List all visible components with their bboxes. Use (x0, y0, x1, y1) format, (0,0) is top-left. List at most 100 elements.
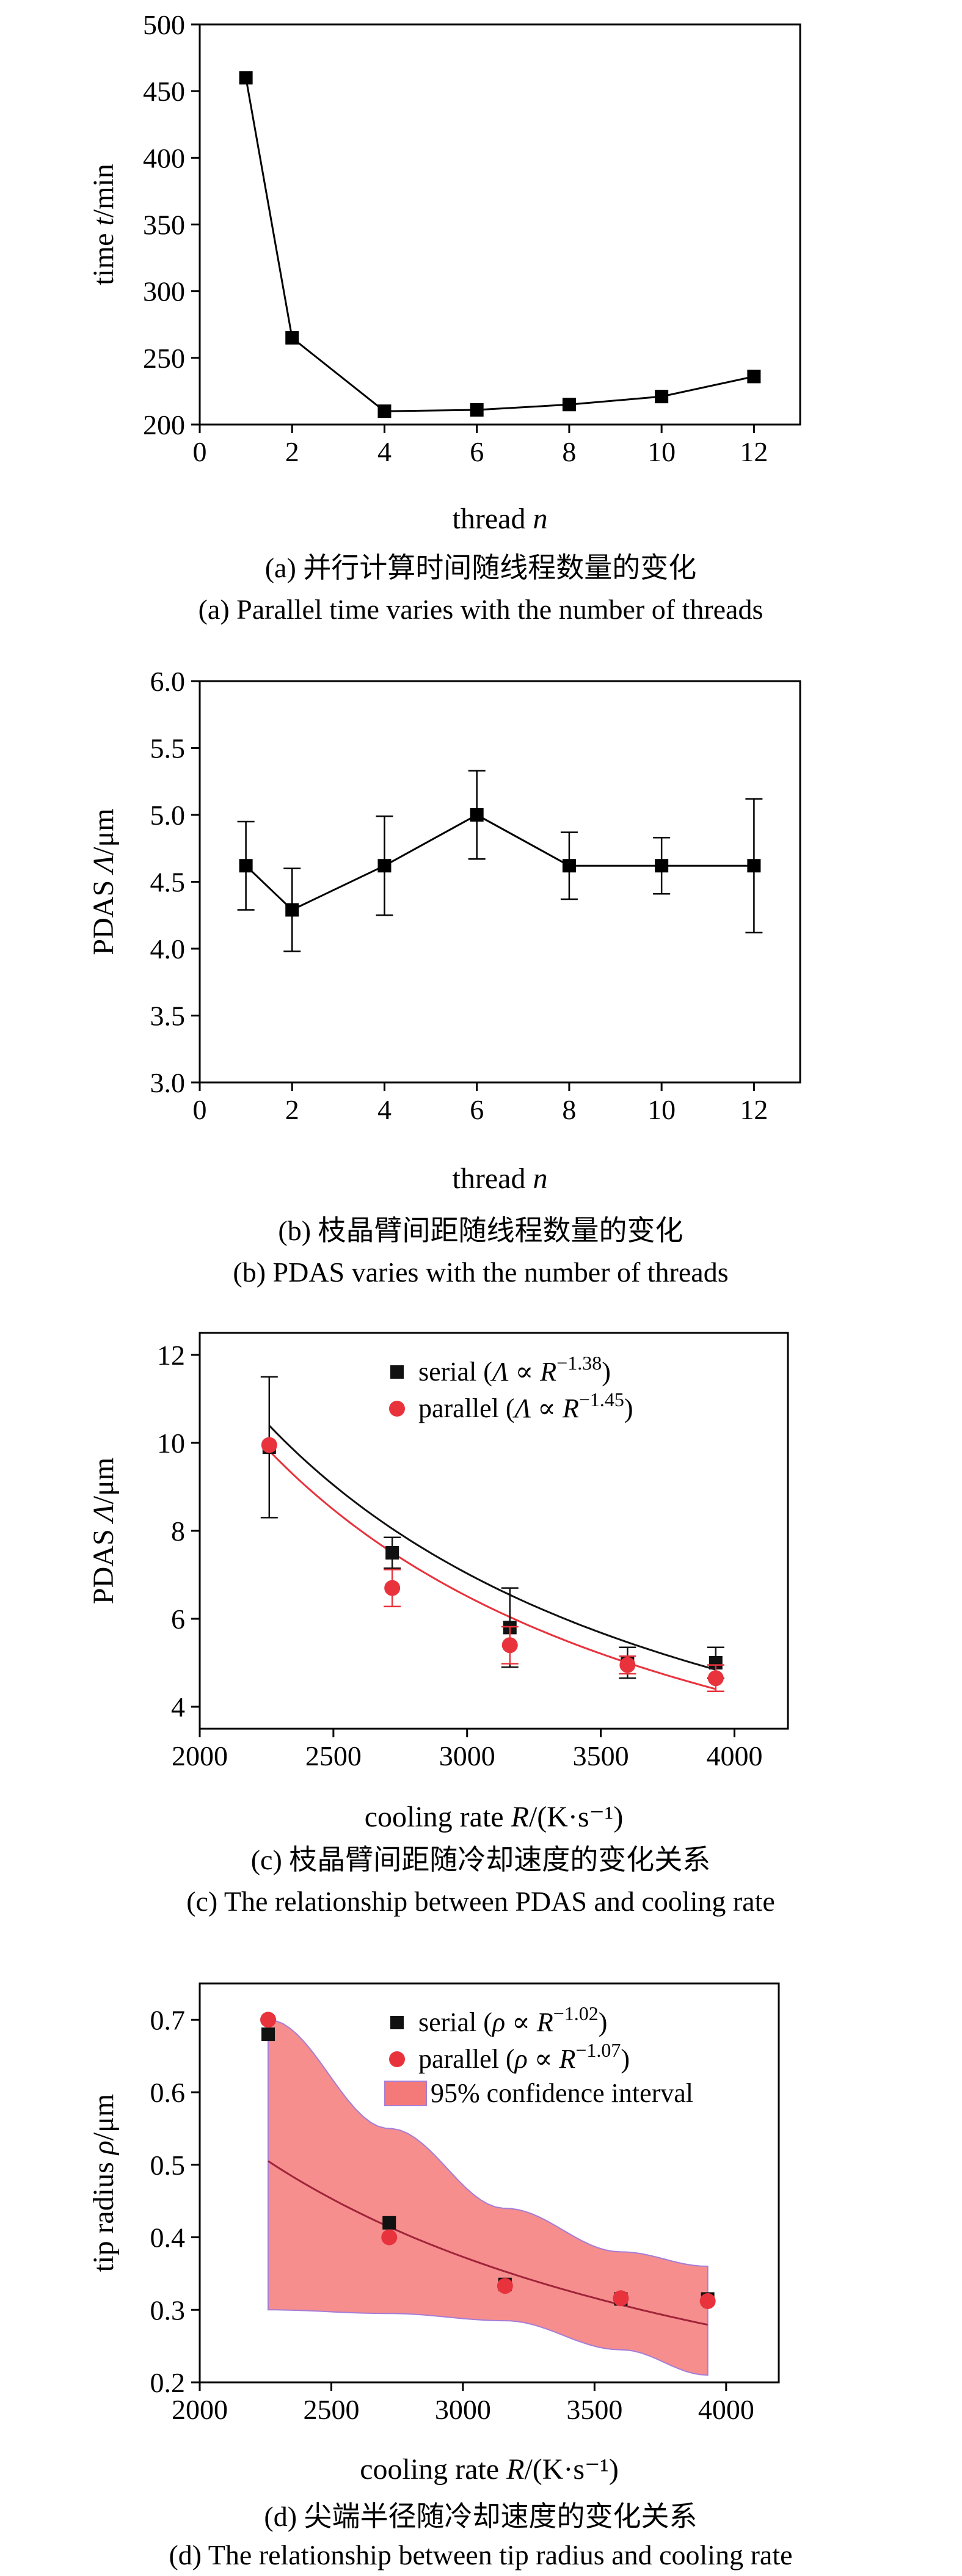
data-point-serial (382, 2216, 396, 2230)
y-tick-label: 10 (157, 1428, 185, 1459)
y-tick-label: 4.5 (150, 867, 186, 898)
caption-en: (c) The relationship between PDAS and co… (186, 1886, 775, 1917)
x-tick-label: 12 (740, 436, 768, 467)
data-point-parallel (384, 1580, 401, 1596)
data-point-series-0 (285, 903, 299, 917)
x-tick-label: 0 (193, 1094, 207, 1125)
y-tick-label: 5.5 (150, 733, 186, 764)
plot-frame (199, 1982, 780, 2384)
y-tick-label: 0.5 (150, 2150, 186, 2181)
data-point-series-0 (285, 331, 299, 345)
y-tick-label: 500 (143, 9, 185, 40)
y-tick-label: 6.0 (150, 666, 186, 697)
fit-curve-parallel (268, 2160, 709, 2326)
x-tick-label: 2000 (172, 1740, 228, 1771)
y-tick-label: 200 (143, 409, 185, 440)
legend-label: serial (ρ ∝ R−1.02) (418, 2002, 607, 2037)
y-axis-label: time t/min (87, 164, 120, 285)
fit-curve-parallel (268, 1450, 716, 1690)
data-point-serial (709, 1656, 723, 1669)
x-tick-label: 4000 (706, 1740, 762, 1771)
x-axis-label: thread n (453, 503, 548, 535)
legend-label: parallel (Λ ∝ R−1.45) (418, 1388, 633, 1423)
y-tick-label: 0.4 (150, 2222, 186, 2253)
y-tick-label: 4.0 (150, 933, 186, 965)
y-tick-label: 0.3 (150, 2294, 186, 2326)
x-tick-label: 2 (285, 1094, 299, 1125)
plot-frame (199, 680, 801, 1084)
legend-label: parallel (ρ ∝ R−1.07) (418, 2039, 630, 2074)
plot-frame (199, 1332, 789, 1730)
y-tick-label: 0.2 (150, 2367, 186, 2398)
x-tick-label: 2000 (172, 2394, 228, 2425)
data-point-series-0 (655, 390, 669, 404)
x-tick-label: 2 (285, 436, 299, 467)
caption-cn: (a) 并行计算时间随线程数量的变化 (265, 552, 697, 583)
data-point-series-0 (470, 808, 484, 822)
y-axis-label: PDAS Λ/μm (87, 1458, 120, 1604)
x-tick-label: 0 (193, 436, 207, 467)
y-tick-label: 5.0 (150, 800, 186, 831)
caption-cn: (d) 尖端半径随冷却速度的变化关系 (264, 2501, 697, 2532)
y-tick-label: 0.6 (150, 2077, 186, 2108)
caption-en: (b) PDAS varies with the number of threa… (233, 1257, 728, 1288)
y-tick-label: 350 (143, 210, 185, 241)
y-tick-label: 0.7 (150, 2004, 186, 2035)
legend-marker (390, 2016, 404, 2029)
caption-en: (d) The relationship between tip radius … (169, 2539, 792, 2571)
data-point-serial (261, 2027, 275, 2041)
data-point-series-0 (747, 370, 761, 384)
x-tick-label: 10 (647, 436, 676, 467)
y-axis-label: PDAS Λ/μm (87, 808, 120, 955)
legend-label: 95% confidence interval (431, 2078, 693, 2108)
legend-entry-serial: serial (Λ ∝ R−1.38) (390, 1352, 611, 1387)
y-axis-label: tip radius ρ/μm (87, 2094, 120, 2272)
y-tick-label: 450 (143, 76, 185, 107)
y-tick-label: 3.0 (150, 1067, 186, 1098)
data-point-parallel (613, 2290, 629, 2307)
data-point-parallel (497, 2278, 513, 2294)
y-tick-label: 300 (143, 276, 185, 307)
caption-en: (a) Parallel time varies with the number… (199, 594, 763, 625)
data-point-series-0 (470, 403, 484, 417)
x-tick-label: 8 (562, 436, 576, 467)
x-tick-label: 12 (740, 1094, 768, 1125)
legend-entry-parallel: parallel (ρ ∝ R−1.07) (389, 2039, 630, 2074)
data-point-parallel (707, 1670, 724, 1687)
x-tick-label: 3000 (439, 1740, 495, 1771)
data-point-series-0 (747, 859, 761, 873)
series-line (245, 814, 754, 911)
x-tick-label: 4000 (698, 2394, 754, 2425)
x-axis-label: cooling rate R/(K·s⁻¹) (360, 2453, 619, 2486)
legend-entry-serial: serial (ρ ∝ R−1.02) (390, 2002, 607, 2037)
x-tick-label: 4 (377, 1094, 392, 1125)
legend-label: serial (Λ ∝ R−1.38) (418, 1352, 611, 1387)
fit-curve-serial (268, 1425, 716, 1671)
legend-marker (389, 1401, 405, 1417)
legend-band-swatch (384, 2081, 427, 2106)
x-axis-label: thread n (453, 1162, 548, 1195)
data-point-series-0 (377, 404, 392, 418)
caption-cn: (b) 枝晶臂间距随线程数量的变化 (278, 1215, 683, 1246)
chart-2: 2000 2500 3000 3500 4000 4 6 8 10 12 cooling rate … (87, 1332, 789, 1917)
chart-3: 2000 2500 3000 3500 4000 0.2 0.3 0.4 0.5 0.6 0.7 co… (87, 1982, 793, 2571)
y-tick-label: 3.5 (150, 1001, 186, 1032)
chart-1: 0 2 4 6 8 10 12 3.0 3.5 4.0 4.5 5.0 5.5 6.0 thread n PD… (87, 666, 801, 1288)
x-tick-label: 3500 (573, 1740, 629, 1771)
series-line (245, 78, 754, 412)
legend-marker (389, 2051, 405, 2067)
x-tick-label: 2500 (305, 1740, 362, 1771)
legend-marker (390, 1365, 404, 1379)
legend-entry-parallel: parallel (Λ ∝ R−1.45) (389, 1388, 633, 1423)
legend-entry-band: 95% confidence interval (384, 2078, 693, 2108)
data-point-parallel (699, 2293, 716, 2310)
data-point-parallel (501, 1637, 518, 1654)
y-tick-label: 400 (143, 142, 185, 173)
data-point-parallel (260, 2012, 277, 2028)
data-point-series-0 (562, 398, 576, 412)
x-tick-label: 10 (647, 1094, 676, 1125)
plot-frame (199, 23, 801, 426)
data-point-series-0 (239, 71, 253, 85)
data-point-series-0 (655, 859, 669, 873)
